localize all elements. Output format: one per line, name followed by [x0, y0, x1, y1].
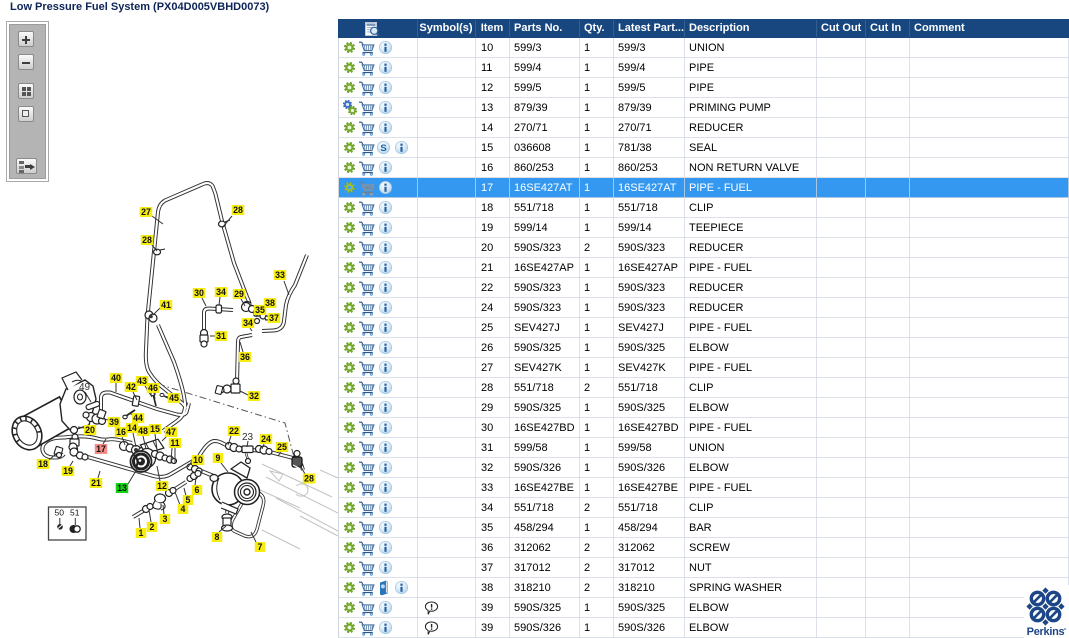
- svg-text:10: 10: [193, 455, 203, 465]
- svg-text:8: 8: [215, 532, 220, 542]
- svg-text:1: 1: [139, 528, 144, 538]
- svg-text:39: 39: [109, 417, 119, 427]
- svg-text:20: 20: [85, 425, 95, 435]
- svg-text:Perkins: Perkins: [1027, 626, 1065, 638]
- svg-text:15: 15: [150, 424, 160, 434]
- svg-text:37: 37: [269, 313, 279, 323]
- svg-text:32: 32: [249, 391, 259, 401]
- svg-text:4: 4: [181, 504, 186, 514]
- svg-text:35: 35: [255, 305, 265, 315]
- svg-text:23: 23: [242, 432, 254, 443]
- svg-text:21: 21: [91, 478, 101, 488]
- svg-text:22: 22: [229, 426, 239, 436]
- svg-text:43: 43: [137, 376, 147, 386]
- svg-text:18: 18: [38, 459, 48, 469]
- svg-text:25: 25: [277, 442, 287, 452]
- svg-text:30: 30: [194, 288, 204, 298]
- svg-text:50: 50: [55, 508, 65, 518]
- svg-text:3: 3: [163, 514, 168, 524]
- svg-text:6: 6: [195, 485, 200, 495]
- svg-text:7: 7: [258, 542, 263, 552]
- svg-text:31: 31: [216, 331, 226, 341]
- svg-text:40: 40: [111, 373, 121, 383]
- svg-text:45: 45: [169, 393, 179, 403]
- svg-text:5: 5: [186, 495, 191, 505]
- svg-text:48: 48: [138, 426, 148, 436]
- svg-text:38: 38: [265, 298, 275, 308]
- svg-text:42: 42: [126, 382, 136, 392]
- svg-text:33: 33: [275, 270, 285, 280]
- svg-text:34: 34: [243, 318, 253, 328]
- svg-text:44: 44: [133, 413, 143, 423]
- svg-text:12: 12: [157, 481, 167, 491]
- svg-text:16: 16: [116, 427, 126, 437]
- svg-text:13: 13: [117, 483, 127, 493]
- svg-text:28: 28: [142, 235, 152, 245]
- svg-text:2: 2: [150, 522, 155, 532]
- svg-text:9: 9: [216, 453, 221, 463]
- svg-text:41: 41: [161, 300, 171, 310]
- svg-text:29: 29: [234, 289, 244, 299]
- svg-text:36: 36: [240, 352, 250, 362]
- svg-text:34: 34: [216, 287, 226, 297]
- svg-text:28: 28: [233, 205, 243, 215]
- svg-text:49: 49: [79, 382, 91, 393]
- svg-text:27: 27: [141, 207, 151, 217]
- svg-text:28: 28: [304, 474, 314, 484]
- svg-text:46: 46: [148, 383, 158, 393]
- svg-text:17: 17: [96, 444, 106, 454]
- svg-text:24: 24: [261, 434, 271, 444]
- svg-text:11: 11: [170, 438, 179, 448]
- svg-text:47: 47: [166, 427, 176, 437]
- svg-text:51: 51: [70, 508, 80, 518]
- svg-text:14: 14: [127, 423, 137, 433]
- svg-text:19: 19: [63, 466, 73, 476]
